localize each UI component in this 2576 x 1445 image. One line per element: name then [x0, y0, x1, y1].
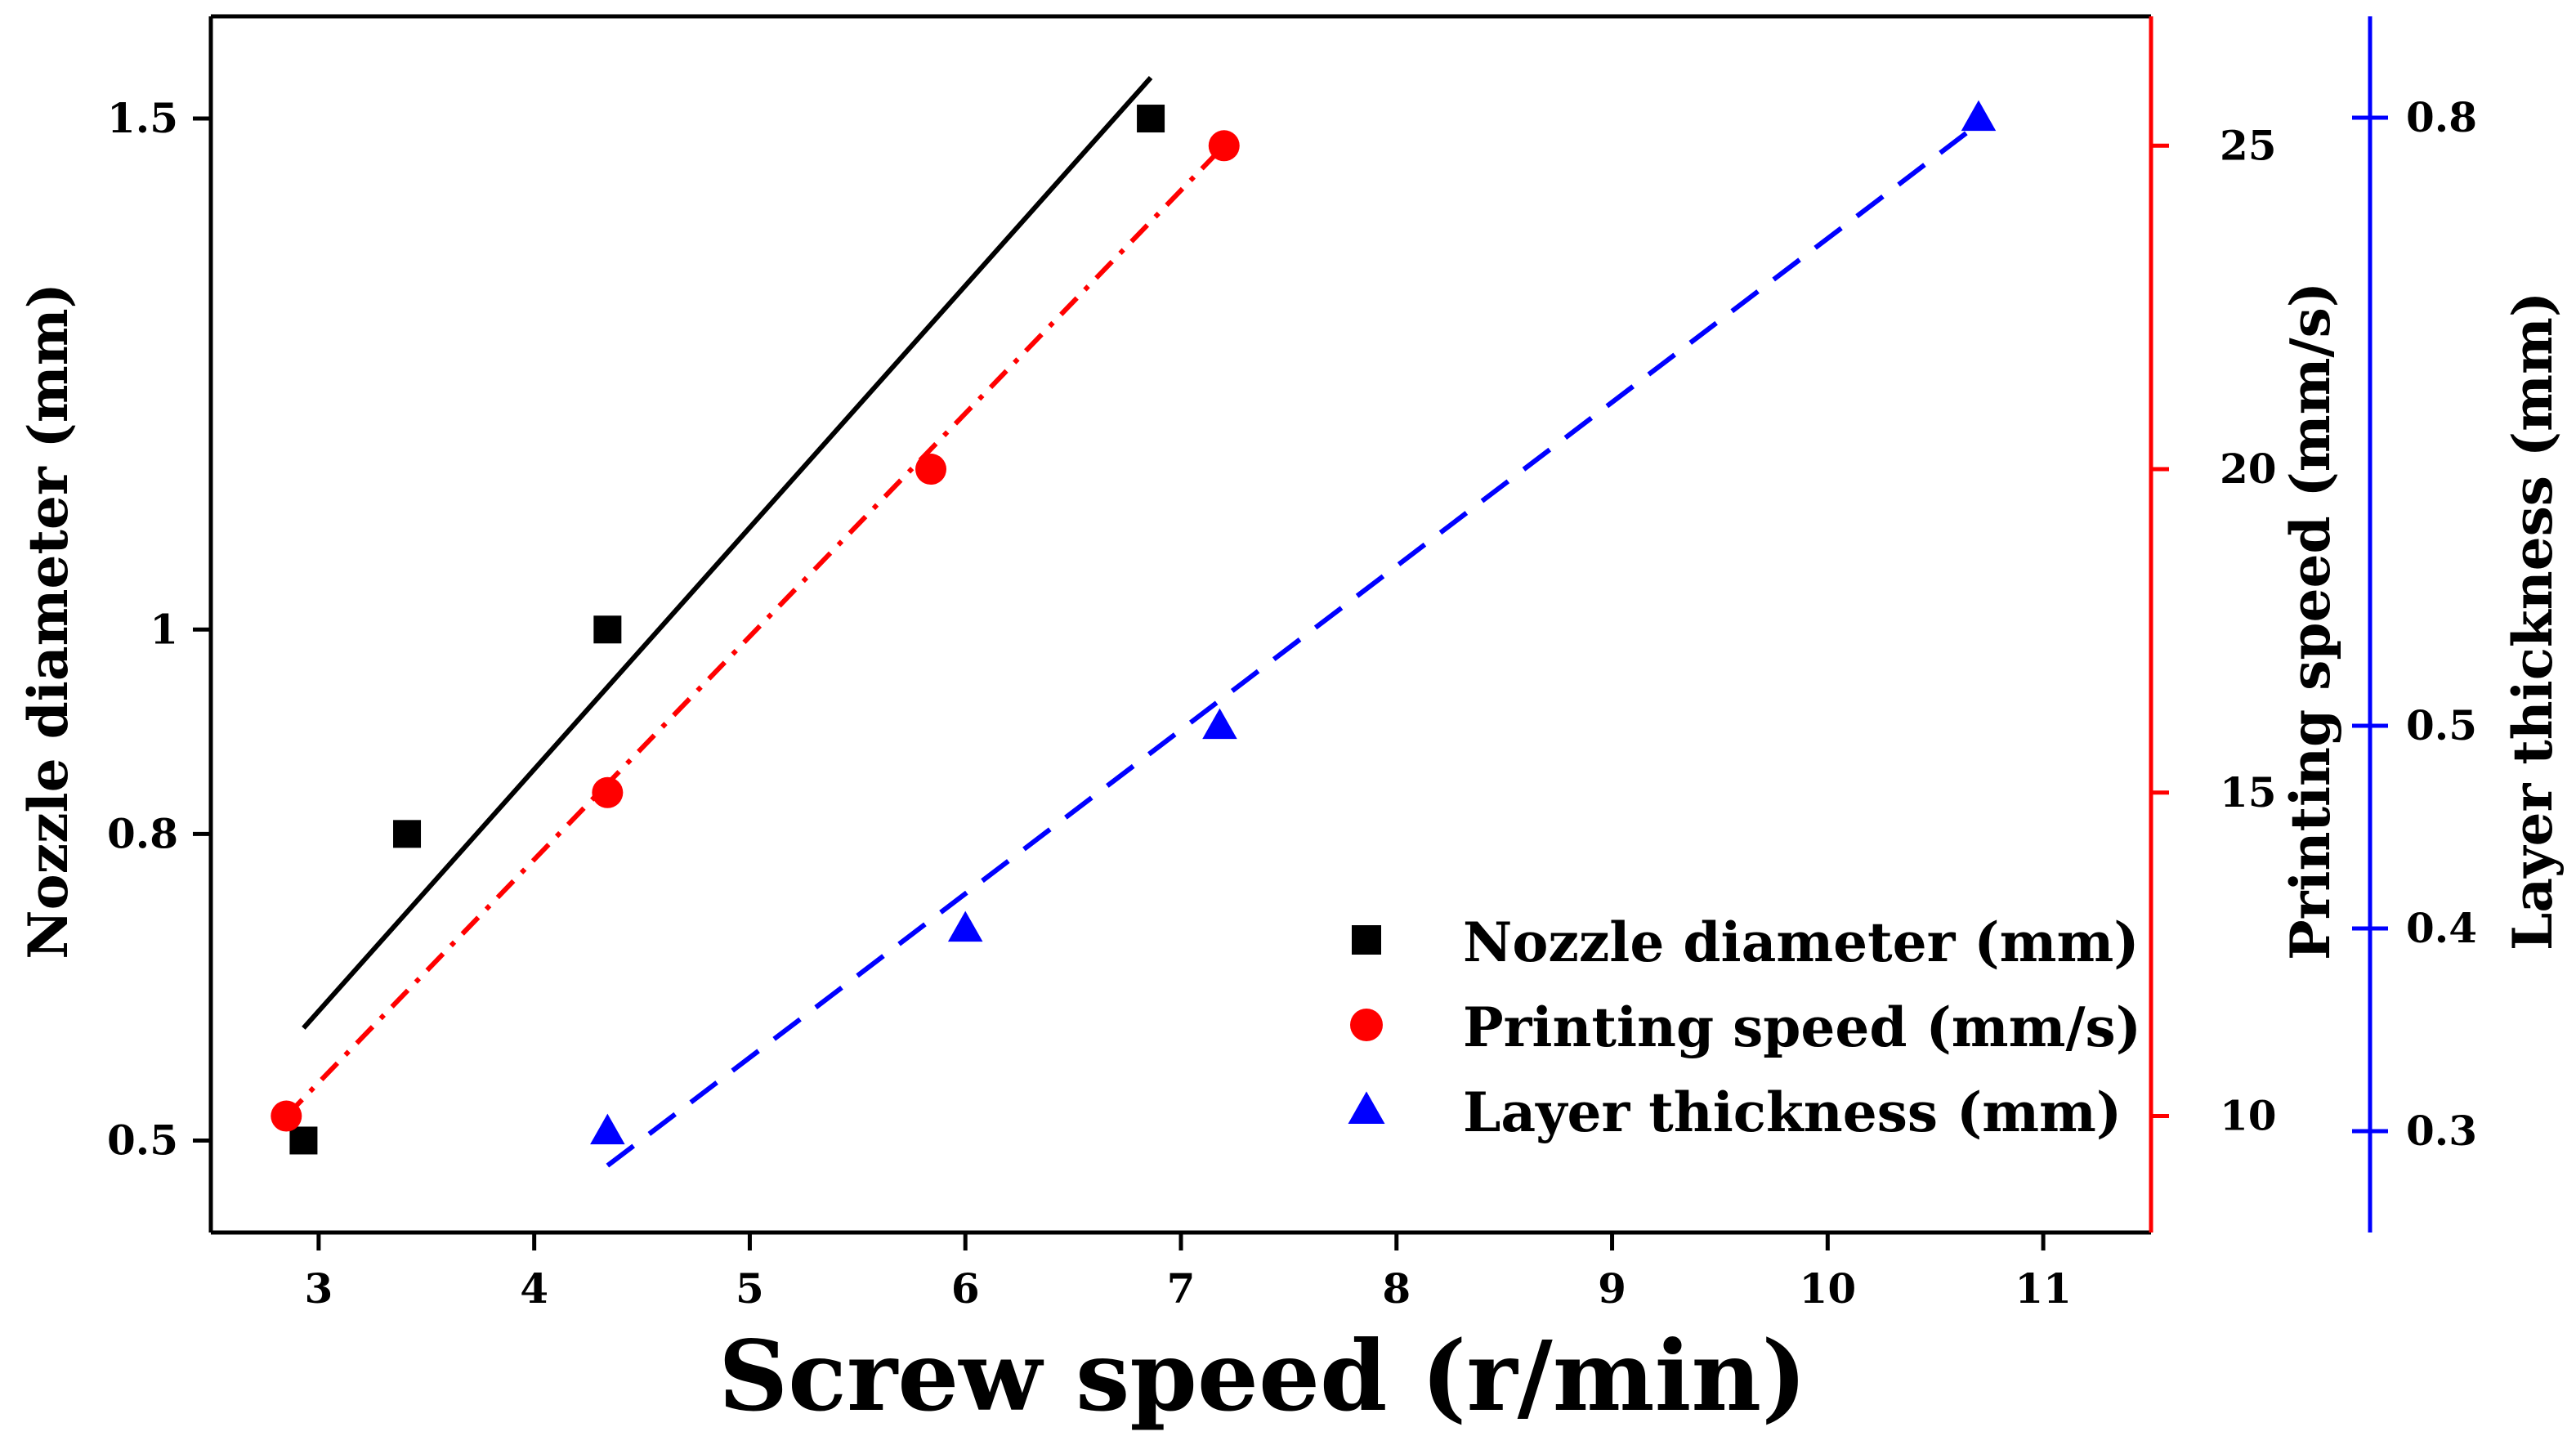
- fit-line-series-3: [606, 122, 1980, 1168]
- data-point-series-1: [393, 820, 422, 848]
- x-tick-label: 7: [1167, 1264, 1196, 1313]
- printing-speed-tick-label: 20: [2220, 445, 2277, 493]
- printing-speed-tick-label: 25: [2220, 121, 2277, 169]
- data-point-series-1: [1137, 105, 1165, 133]
- x-tick-label: 10: [1800, 1264, 1857, 1313]
- data-point-series-2: [1208, 130, 1240, 162]
- layer-thickness-axis-title: Layer thickness (mm): [2501, 292, 2565, 951]
- x-axis-title: Screw speed (r/min): [718, 1319, 1807, 1433]
- layer-thickness-tick-label: 0.3: [2406, 1107, 2477, 1155]
- left-tick-label: 1: [150, 605, 178, 653]
- left-tick-label: 0.5: [107, 1116, 178, 1164]
- printing-speed-axis-title: Printing speed (mm/s): [2279, 282, 2342, 960]
- x-tick-label: 6: [951, 1264, 980, 1313]
- layer-thickness-tick-label: 0.4: [2406, 904, 2477, 952]
- legend: Nozzle diameter (mm) Printing speed (mm/s…: [1348, 910, 2141, 1144]
- layer-thickness-tick-label: 0.8: [2406, 93, 2477, 141]
- legend-label: Layer thickness (mm): [1463, 1080, 2122, 1144]
- fit-line-series-1: [302, 76, 1153, 1030]
- left-axis-title: Nozzle diameter (mm): [16, 283, 80, 960]
- axis-titles-group: Screw speed (r/min) Nozzle diameter (mm) P…: [16, 282, 2565, 1433]
- x-tick-label: 4: [520, 1264, 548, 1313]
- layer-thickness-tick-label: 0.5: [2406, 701, 2477, 749]
- legend-marker: [1348, 1091, 1385, 1125]
- legend-label: Nozzle diameter (mm): [1463, 910, 2140, 974]
- data-point-series-3: [947, 910, 983, 942]
- x-tick-label: 9: [1598, 1264, 1626, 1313]
- data-point-series-3: [1961, 100, 1997, 132]
- printing-speed-tick-label: 10: [2220, 1092, 2277, 1140]
- x-tick-label: 3: [304, 1264, 333, 1313]
- legend-marker: [1352, 925, 1381, 955]
- printing-speed-tick-label: 15: [2220, 768, 2277, 816]
- left-tick-label: 1.5: [107, 94, 178, 142]
- data-point-series-1: [289, 1126, 318, 1155]
- legend-marker: [1350, 1009, 1383, 1041]
- ticks-group: 3 4 5 6 7 8 9 10 11 0.5 0.8 1 1.5 10 15 20 25 0.3 0.4 0.5 0.…: [107, 93, 2477, 1313]
- data-point-series-2: [271, 1100, 302, 1132]
- x-tick-label: 5: [736, 1264, 764, 1313]
- legend-label: Printing speed (mm/s): [1463, 995, 2141, 1059]
- data-point-series-3: [590, 1113, 625, 1145]
- left-tick-label: 0.8: [107, 809, 178, 857]
- data-point-series-1: [593, 615, 622, 644]
- fit-line-series-2: [284, 144, 1226, 1118]
- markers-group: [271, 100, 1997, 1155]
- data-point-series-2: [592, 776, 624, 808]
- data-point-series-2: [915, 454, 947, 485]
- fit-lines-group: [284, 76, 1980, 1168]
- x-tick-label: 8: [1382, 1264, 1411, 1313]
- data-point-series-3: [1202, 708, 1237, 740]
- x-tick-label: 11: [2015, 1264, 2072, 1313]
